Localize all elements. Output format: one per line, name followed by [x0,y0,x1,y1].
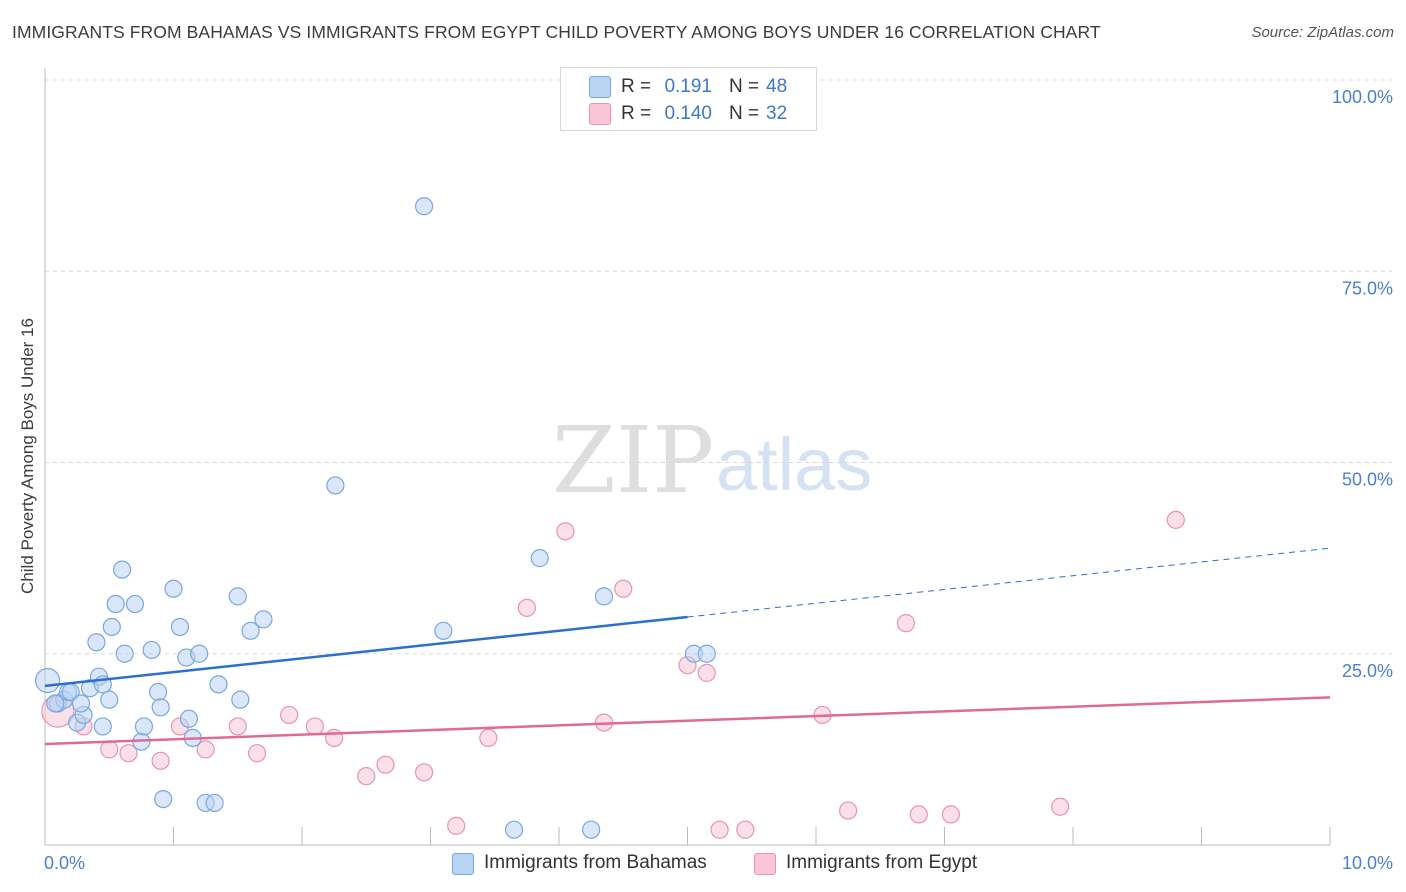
bottom-legend-label-bahamas: Immigrants from Bahamas [484,852,707,873]
bahamas-point [112,560,132,579]
egypt-point [447,816,466,835]
bahamas-point [205,793,224,813]
watermark-zip: ZIP [552,407,714,514]
bottom-legend-swatch-egypt [754,853,776,875]
bahamas-trend-line [44,615,688,688]
bahamas-point [582,820,601,839]
egypt-point [909,805,928,824]
bahamas-point [164,579,183,598]
x-tick-label-end: 10.0% [1342,853,1393,873]
bahamas-point [594,587,614,606]
legend-r-label: R = [621,76,652,97]
bahamas-point [504,820,524,839]
bahamas-point [87,633,106,652]
egypt-point [556,522,575,541]
legend-n-value: 32 [766,103,788,124]
egypt-point [100,740,119,759]
egypt-point [839,801,858,820]
bahamas-point [231,690,250,709]
bahamas-point [100,690,119,709]
bahamas-point [151,698,170,717]
egypt-point [1051,797,1070,816]
legend-r-value: 0.140 [664,103,712,124]
legend-swatch-bahamas [589,76,611,98]
egypt-point [479,728,498,748]
bahamas-point [106,594,125,614]
bahamas-point [697,644,716,663]
bahamas-point [228,587,247,606]
bahamas-point [209,675,228,694]
x-tick-label-start: 0.0% [44,853,85,873]
legend-row-bahamas: R = 0.191 N = 48 [561,74,816,100]
y-tick-label: 100.0% [1332,87,1393,107]
egypt-point [325,728,344,748]
bahamas-point [71,694,91,713]
y-tick-label: 25.0% [1342,661,1393,681]
egypt-point [517,598,536,617]
correlation-legend: R = 0.191 N = 48 R = 0.140 N = 32 [560,67,817,131]
egypt-trend-line [44,696,1331,746]
bahamas-point [190,644,209,663]
bahamas-point [434,621,453,640]
series-egypt-points [41,510,1185,839]
watermark-atlas: atlas [716,423,872,506]
egypt-point [119,744,138,763]
egypt-point [376,755,395,774]
egypt-point [151,751,170,770]
bahamas-point [142,640,161,660]
bahamas-trend-extension [687,547,1331,618]
bahamas-point [179,709,199,728]
bahamas-point [134,717,154,736]
bottom-legend-bahamas: Immigrants from Bahamas [452,852,742,876]
bahamas-point [93,717,112,736]
egypt-point [697,663,716,682]
egypt-point [305,717,324,736]
bahamas-point [414,197,434,216]
legend-n-label: N = [729,76,760,97]
bahamas-point [241,621,260,640]
y-tick-label: 75.0% [1342,278,1393,298]
egypt-point [736,820,755,839]
series-bahamas-points [34,197,716,839]
legend-r-label: R = [621,103,652,124]
egypt-point [357,767,376,786]
egypt-point [228,717,247,736]
egypt-point [247,744,267,763]
bahamas-point [154,789,173,809]
legend-row-egypt: R = 0.140 N = 32 [561,101,816,127]
egypt-point [280,705,299,725]
egypt-point [1166,510,1185,529]
bahamas-point [326,476,345,495]
bahamas-point [148,682,168,702]
legend-n-value: 48 [766,76,788,97]
egypt-point [896,614,916,633]
trend-lines [44,547,1331,746]
egypt-point [196,740,215,759]
source-credit: Source: ZipAtlas.com [1251,24,1394,41]
legend-r-value: 0.191 [664,76,712,97]
watermark: ZIP atlas [552,407,872,514]
egypt-point [614,579,633,598]
bahamas-point [125,594,145,614]
bahamas-point [170,617,190,637]
grid-lines [45,79,1392,655]
egypt-point [941,805,961,824]
tick-labels: 25.0% 50.0% 75.0% 100.0% 0.0% 10.0% [44,87,1393,873]
bahamas-point [102,617,121,637]
bahamas-point [34,667,61,694]
bahamas-point [254,610,273,629]
bottom-legend-swatch-bahamas [452,853,474,875]
bottom-legend-label-egypt: Immigrants from Egypt [786,852,978,873]
egypt-point [414,763,434,782]
legend-swatch-egypt [589,103,611,125]
bahamas-point [530,549,549,568]
bahamas-point [46,694,65,713]
chart-title: IMMIGRANTS FROM BAHAMAS VS IMMIGRANTS FR… [12,22,1101,42]
bottom-legend-egypt: Immigrants from Egypt [754,852,1014,876]
egypt-point [710,820,729,839]
y-tick-label: 50.0% [1342,470,1393,490]
bahamas-point [115,644,134,663]
legend-n-label: N = [729,103,760,124]
